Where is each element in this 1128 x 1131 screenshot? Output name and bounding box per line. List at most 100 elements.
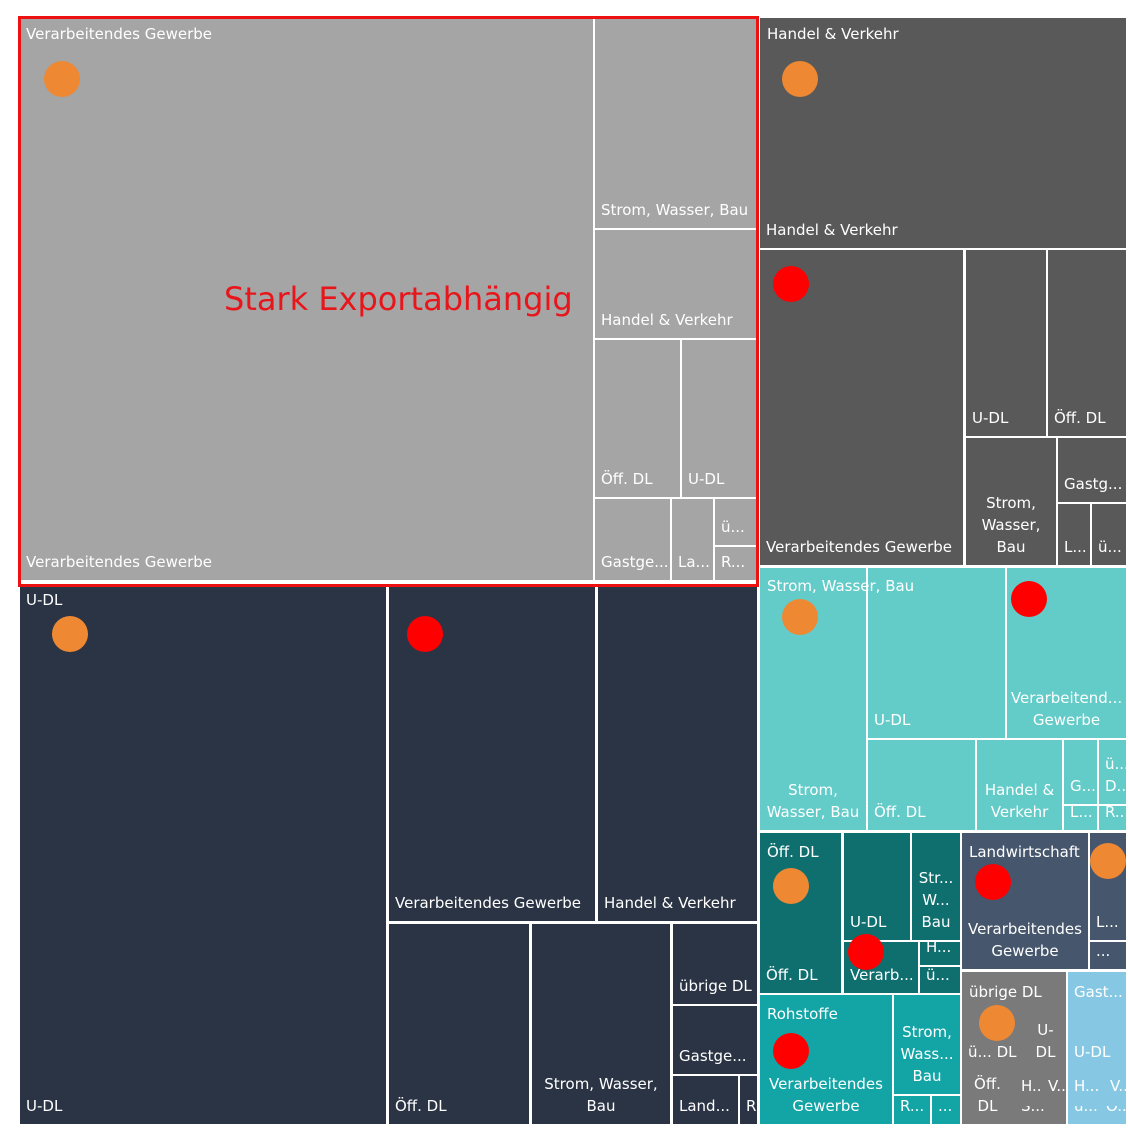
treemap-cell: ü... <box>715 499 757 545</box>
treemap-cell: Strom, Wasser, Bau <box>532 924 670 1124</box>
cell-label: ü... DL <box>968 1043 1017 1061</box>
cell-label: Str... W... Bau <box>918 869 954 931</box>
treemap-cell: Öff. DL <box>389 924 529 1124</box>
treemap-cell: Handel & Verkehr <box>598 587 757 921</box>
cell-label: U- DL <box>1035 1021 1056 1061</box>
treemap-cell: G... <box>1064 740 1097 804</box>
treemap-cell: U-DL <box>1068 1006 1126 1070</box>
treemap-cell: Strom, Wasser, Bau <box>966 438 1056 565</box>
cell-label: S... <box>1021 1106 1045 1115</box>
cell-label: ü... <box>1074 1106 1098 1115</box>
treemap-cell: R... <box>894 1096 930 1124</box>
treemap-cell: U- DL <box>1025 1004 1066 1070</box>
treemap-cell: ü... <box>920 967 960 993</box>
cell-label: Strom, Wasser, Bau <box>981 494 1041 556</box>
cell-label: Handel & Verkehr <box>604 894 736 912</box>
marker-dot <box>1090 843 1126 879</box>
cell-label: Handel & Verkehr <box>766 221 898 239</box>
marker-dot <box>52 616 88 652</box>
cell-label: V... <box>1048 1077 1066 1095</box>
treemap-cell: R... <box>715 547 757 580</box>
cell-label: Öff. DL <box>974 1075 1001 1115</box>
group-label: Öff. DL <box>767 843 819 861</box>
treemap-cell: ... <box>1090 942 1126 969</box>
cell-label: U-DL <box>26 1097 63 1115</box>
marker-dot <box>782 61 818 97</box>
cell-label: ü... <box>926 967 950 984</box>
cell-label: V... <box>1110 1077 1126 1095</box>
cell-label: L... <box>1096 913 1119 931</box>
treemap-cell: Öff. DL <box>962 1072 1013 1124</box>
treemap-cell: U-DL <box>682 340 757 497</box>
cell-label: G... <box>1070 777 1096 795</box>
cell-label: Strom, Wasser, Bau <box>544 1075 658 1115</box>
cell-label: R... <box>1105 806 1126 821</box>
treemap-cell: U-DL <box>20 587 386 1124</box>
treemap-cell: R... <box>740 1076 757 1124</box>
cell-label: U-DL <box>972 409 1009 427</box>
cell-label: Gastg... <box>1064 475 1123 493</box>
marker-dot <box>407 616 443 652</box>
treemap-cell: Handel & Verkehr <box>977 740 1062 830</box>
treemap-cell: ... <box>932 1096 960 1124</box>
cell-label: ü... D... <box>1105 755 1126 795</box>
marker-dot <box>773 868 809 904</box>
treemap-cell: ü... <box>1092 504 1126 565</box>
cell-label: übrige DL <box>679 977 752 995</box>
highlight-frame <box>18 16 759 587</box>
cell-label: H... <box>1021 1077 1040 1095</box>
cell-label: Öff. DL <box>1054 409 1106 427</box>
cell-label: ... <box>938 1097 953 1115</box>
treemap-cell: L... <box>1090 833 1126 940</box>
cell-label: U-DL <box>850 913 887 931</box>
treemap-cell: H... <box>1068 1072 1102 1104</box>
treemap-cell: H... <box>1015 1072 1040 1104</box>
cell-label: Verarbeitendes Gewerbe <box>395 894 581 912</box>
cell-label: Verarbeitendes Gewerbe <box>26 553 212 571</box>
group-label: Gast... <box>1074 983 1123 1001</box>
treemap-cell: ü... D... <box>1099 740 1126 804</box>
cell-label: Öff. DL <box>766 966 818 984</box>
annotation: Stark Exportabhängig <box>224 280 573 318</box>
cell-label: R... <box>721 553 746 571</box>
treemap-cell: Ö... <box>1100 1106 1126 1124</box>
marker-dot <box>773 266 809 302</box>
treemap-cell: Str... W... Bau <box>912 833 960 940</box>
cell-label: Gastge... <box>679 1047 747 1065</box>
treemap-cell: U-DL <box>868 568 1005 738</box>
treemap-cell: Verarbeitendes Gewerbe <box>962 833 1088 969</box>
cell-label: Verarbeitend... Gewerbe <box>1010 689 1123 729</box>
treemap-cell: Gastge... <box>673 1006 757 1074</box>
cell-label: Ö... <box>1106 1106 1126 1115</box>
cell-label: U-DL <box>874 711 911 729</box>
treemap-cell: R... <box>1099 806 1126 830</box>
cell-label: L... <box>1070 806 1093 821</box>
group-label: Strom, Wasser, Bau <box>767 577 915 595</box>
cell-label: Verarbeitendes Gewerbe <box>769 1075 883 1115</box>
group-label: Verarbeitendes Gewerbe <box>26 25 212 43</box>
treemap-cell: L... <box>1058 504 1090 565</box>
treemap-cell: Strom, Wasser, Bau <box>595 18 757 228</box>
treemap-cell: V... <box>1042 1072 1066 1104</box>
marker-dot <box>773 1033 809 1069</box>
cell-label: Verarbeitendes Gewerbe <box>968 920 1082 960</box>
cell-label: Strom, Wass... Bau <box>900 1023 954 1085</box>
cell-label: Handel & Verkehr <box>601 311 733 329</box>
treemap-cell: Land... <box>673 1076 738 1124</box>
treemap-cell: Verarbeitendes Gewerbe <box>389 587 595 921</box>
treemap-cell: Gastg... <box>1058 438 1126 502</box>
cell-label: Öff. DL <box>601 470 653 488</box>
cell-label: Verarb... <box>850 966 914 984</box>
group-label: Handel & Verkehr <box>767 25 899 43</box>
cell-label: Verarbeitendes Gewerbe <box>766 538 952 556</box>
cell-label: U-DL <box>688 470 725 488</box>
cell-label: Strom, Wasser, Bau <box>766 781 860 821</box>
group-label: Rohstoffe <box>767 1005 838 1023</box>
group-label: übrige DL <box>969 983 1042 1001</box>
treemap-cell: Öff. DL <box>595 340 680 497</box>
cell-label: H... <box>926 942 952 956</box>
treemap-cell: Handel & Verkehr <box>760 18 1126 248</box>
treemap-cell: ü... <box>1068 1106 1098 1124</box>
treemap-cell: U-DL <box>966 250 1046 436</box>
